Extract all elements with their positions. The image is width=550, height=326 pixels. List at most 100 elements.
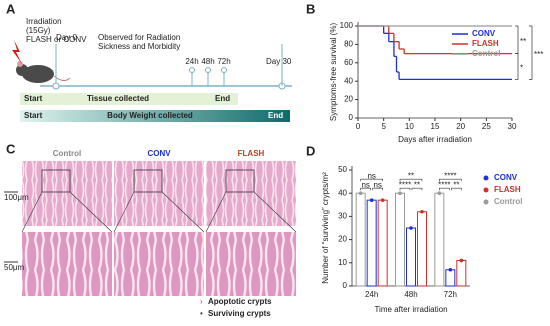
sig-label: *** xyxy=(534,50,543,59)
histology-image xyxy=(22,161,112,226)
histology-zoom xyxy=(206,232,296,296)
legend-label: Surviving crypts xyxy=(208,309,271,318)
y-tick-label: 20 xyxy=(344,95,353,104)
x-axis-label: Time after irradiation xyxy=(374,305,447,314)
sig-label: ns xyxy=(373,180,381,189)
zoom-line xyxy=(253,191,297,233)
legend-label: CONV xyxy=(494,173,518,182)
bar xyxy=(377,199,388,287)
legend-swatch xyxy=(483,175,489,181)
timepoint-marker xyxy=(221,67,227,73)
bar xyxy=(456,259,467,287)
sig-bracket xyxy=(372,187,383,191)
legend-label: FLASH xyxy=(472,39,499,48)
sig-bracket xyxy=(451,187,462,191)
bar xyxy=(406,227,416,287)
sig-bracket xyxy=(360,187,371,191)
y-axis-label: Number of “surviving” crypts/m² xyxy=(321,172,330,284)
y-tick-label: 0 xyxy=(349,113,354,122)
bar-dot xyxy=(358,191,363,195)
x-tick-label: 20 xyxy=(456,122,465,131)
timepoint-marker xyxy=(205,67,211,73)
bar-dot xyxy=(448,267,453,272)
sig-label: * xyxy=(520,64,523,73)
zoom-line xyxy=(161,191,205,233)
sig-label: ** xyxy=(408,171,414,180)
histology-image xyxy=(114,161,204,226)
sig-bracket xyxy=(515,25,519,54)
zoom-box xyxy=(41,169,71,193)
bar xyxy=(355,192,366,287)
y-tick-label: 40 xyxy=(344,76,353,85)
x-tick-label: 24h xyxy=(365,290,378,299)
timepoint-label: 72h xyxy=(217,57,230,66)
x-tick-label: 10 xyxy=(405,122,414,131)
legend-label: FLASH xyxy=(494,185,521,194)
sig-bracket xyxy=(529,25,533,80)
panel-label: C xyxy=(6,141,16,156)
sig-label: **** xyxy=(444,171,456,180)
bar-dot xyxy=(369,198,374,202)
sig-bracket xyxy=(515,53,519,80)
bar xyxy=(417,211,427,287)
column-title: FLASH xyxy=(238,149,265,158)
bar xyxy=(366,199,377,287)
day0-label: Day 0 xyxy=(56,33,77,42)
panel-label: B xyxy=(306,1,315,16)
sig-label: ns xyxy=(361,180,369,189)
column-title: CONV xyxy=(147,149,171,158)
bar-end: End xyxy=(215,94,230,103)
sig-label: ** xyxy=(414,180,420,189)
x-axis-label: Days after irradiation xyxy=(398,135,472,144)
bar-dot xyxy=(459,258,464,263)
y-tick-label: 10 xyxy=(338,258,347,267)
timepoint-marker xyxy=(52,82,60,90)
bar-dot xyxy=(420,209,424,214)
timepoint-label: 24h xyxy=(185,57,198,66)
bar-label: Tissue collected xyxy=(87,94,149,103)
y-tick-label: 20 xyxy=(338,235,347,244)
legend-label: Apoptotic crypts xyxy=(208,297,272,306)
y-tick-label: 80 xyxy=(344,40,353,49)
bar xyxy=(445,269,456,287)
weight-bar xyxy=(20,110,290,122)
y-tick-label: 30 xyxy=(338,212,347,221)
zoom-line xyxy=(21,191,43,233)
bar xyxy=(395,192,405,287)
legend-symbol: • xyxy=(200,309,203,318)
x-tick-label: 0 xyxy=(356,122,361,131)
x-tick-label: 48h xyxy=(404,290,417,299)
bar xyxy=(434,192,445,287)
timepoint-marker xyxy=(189,67,195,73)
mouse-icon xyxy=(12,40,71,83)
legend-swatch xyxy=(483,187,489,193)
y-tick-label: 0 xyxy=(343,281,348,290)
sig-bracket xyxy=(399,178,423,182)
scale-label: 100μm xyxy=(4,193,29,202)
day30-label: Day 30 xyxy=(266,57,292,66)
y-tick-label: 60 xyxy=(344,58,353,67)
histology-image xyxy=(206,161,296,226)
bar-dot xyxy=(437,191,442,195)
zoom-line xyxy=(113,191,135,233)
sig-bracket xyxy=(439,187,450,191)
y-tick-label: 100 xyxy=(340,21,354,30)
tissue-bar xyxy=(20,93,238,105)
sig-label: ns xyxy=(367,171,375,180)
y-axis-label: Symptoms-free survival (%) xyxy=(329,23,338,122)
legend-label: Control xyxy=(494,197,522,206)
zoom-box xyxy=(225,169,255,193)
x-tick-label: 25 xyxy=(482,122,491,131)
bar-dot xyxy=(398,191,402,195)
bar-dot xyxy=(409,226,413,230)
irradiation-label: Irradiation (15Gy) FLASH or CONV xyxy=(26,17,87,44)
histology-zoom xyxy=(22,232,112,296)
histology-zoom xyxy=(114,232,204,296)
x-tick-label: 15 xyxy=(431,122,440,131)
bar-label: Body Weight collected xyxy=(107,111,193,120)
observed-label: Observed for Radiation Sickness and Morbi… xyxy=(98,33,180,51)
bar-end: End xyxy=(268,111,283,120)
zoom-box xyxy=(133,169,163,193)
bar-dot xyxy=(380,198,385,202)
